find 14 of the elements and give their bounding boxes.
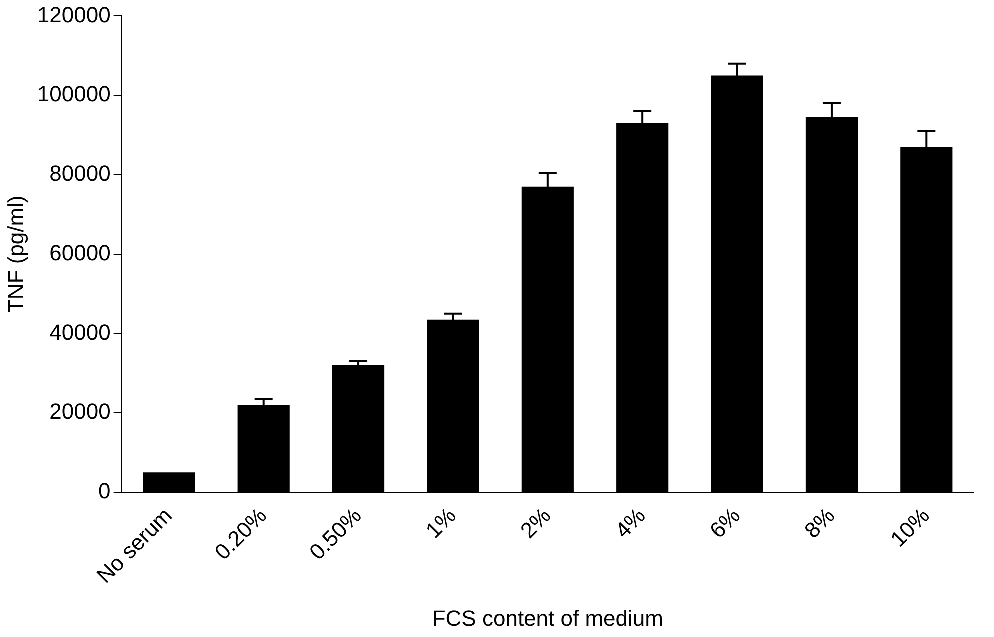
x-tick-label: 8% (800, 502, 840, 544)
y-tick-label: 20000 (50, 399, 111, 424)
y-tick-label: 40000 (50, 320, 111, 345)
x-tick-label: 1% (420, 502, 462, 544)
y-tick-label: 120000 (37, 2, 111, 28)
y-axis-title: TNF (pg/ml) (3, 196, 28, 314)
y-tick-label: 0 (98, 478, 111, 504)
x-tick-label: 4% (610, 502, 650, 544)
x-tick-label: 2% (516, 502, 556, 544)
y-tick-label: 80000 (50, 161, 111, 186)
y-tick-label: 60000 (50, 240, 111, 266)
y-tick-label: 100000 (37, 82, 111, 107)
x-axis-title: FCS content of medium (432, 606, 664, 631)
x-tick-label: 6% (704, 502, 746, 544)
